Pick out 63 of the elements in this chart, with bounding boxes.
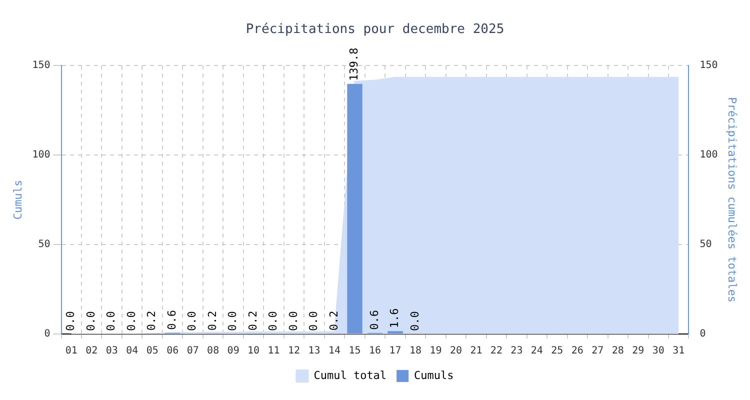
data-label: 0.0 — [124, 311, 138, 331]
data-label: 0.0 — [307, 311, 320, 331]
x-tick-label: 22 — [490, 346, 502, 357]
data-label: 0.6 — [368, 310, 381, 330]
x-tick-label: 26 — [571, 346, 584, 357]
x-tick-label: 04 — [126, 346, 138, 357]
x-tick-label: 10 — [248, 346, 260, 357]
x-tick-label: 09 — [227, 346, 240, 357]
data-label: 0.0 — [286, 311, 300, 331]
bar — [347, 84, 362, 334]
x-tick-label: 23 — [510, 346, 523, 357]
x-tick-label: 01 — [65, 346, 78, 357]
data-label: 0.0 — [408, 311, 422, 331]
chart-title: Précipitations pour decembre 2025 — [246, 22, 504, 38]
x-tick-label: 16 — [368, 346, 382, 357]
x-tick-label: 25 — [551, 346, 564, 357]
y-tick-label: 50 — [38, 239, 50, 250]
x-tick-label: 08 — [207, 346, 220, 357]
x-tick-label: 06 — [166, 346, 179, 357]
x-tick-label: 02 — [86, 346, 98, 357]
y2-axis-title: Précipitations cumulées totales — [726, 97, 739, 302]
y-tick-label: 0 — [44, 328, 50, 340]
x-tick-label: 17 — [389, 346, 402, 357]
x-tick-label: 05 — [146, 346, 158, 357]
x-tick-label: 13 — [308, 346, 320, 357]
x-tick-label: 27 — [592, 346, 604, 357]
x-tick-label: 24 — [530, 346, 543, 357]
legend-label: Cumuls — [414, 368, 454, 382]
y-tick-label: 100 — [32, 150, 50, 161]
x-tick-label: 12 — [288, 346, 300, 357]
data-label: 0.0 — [64, 311, 78, 331]
legend-label: Cumul total — [314, 368, 387, 382]
x-tick-label: 20 — [450, 346, 462, 357]
y-axis-title: Cumuls — [11, 180, 24, 220]
data-label: 0.2 — [145, 310, 158, 331]
x-tick-label: 19 — [430, 346, 442, 357]
x-tick-label: 30 — [652, 346, 664, 357]
data-label: 0.0 — [84, 311, 98, 331]
y-tick-label: 150 — [32, 60, 50, 72]
x-tick-label: 03 — [106, 346, 118, 357]
data-label: 0.0 — [186, 311, 199, 331]
x-tick-label: 31 — [672, 346, 685, 357]
data-label: 139.8 — [348, 48, 361, 81]
y2-tick-label: 0 — [700, 328, 706, 340]
x-tick-label: 18 — [409, 346, 422, 357]
data-label: 1.6 — [388, 308, 402, 328]
data-label: 0.0 — [266, 311, 280, 331]
x-tick-label: 21 — [470, 346, 482, 357]
x-tick-label: 11 — [268, 346, 280, 357]
x-tick-label: 15 — [348, 346, 361, 357]
data-label: 0.0 — [104, 311, 118, 331]
y2-tick-label: 50 — [700, 239, 712, 250]
data-label: 0.6 — [165, 310, 178, 330]
x-tick-label: 29 — [632, 346, 644, 357]
data-label: 0.2 — [206, 310, 219, 331]
x-tick-label: 07 — [186, 346, 199, 357]
data-label: 0.2 — [327, 310, 340, 331]
data-label: 0.0 — [226, 311, 240, 331]
y2-tick-label: 150 — [700, 60, 718, 72]
x-tick-label: 14 — [328, 346, 341, 357]
x-tick-label: 28 — [612, 346, 624, 357]
y2-tick-label: 100 — [700, 150, 718, 161]
data-label: 0.2 — [246, 310, 260, 331]
